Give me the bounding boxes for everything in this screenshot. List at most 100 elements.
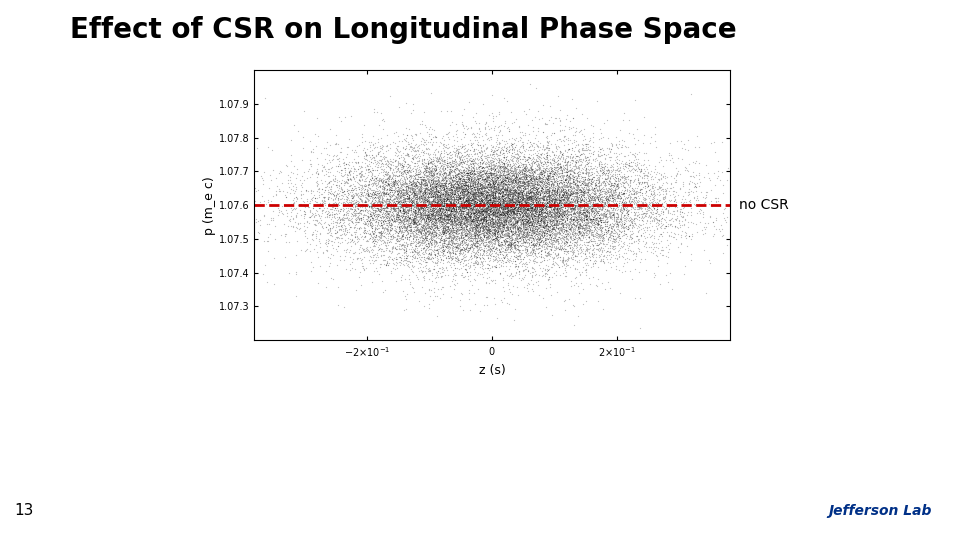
Point — [520, 214, 536, 222]
Point — [556, 172, 571, 181]
Point — [565, 188, 581, 197]
Point — [406, 152, 421, 160]
Point — [530, 184, 545, 192]
Point — [473, 154, 489, 163]
Point — [347, 174, 362, 183]
Point — [420, 230, 436, 238]
Point — [410, 190, 425, 199]
Point — [439, 210, 454, 219]
Point — [507, 222, 522, 231]
Point — [438, 192, 453, 201]
Point — [564, 186, 579, 195]
Point — [395, 171, 410, 180]
Point — [513, 179, 528, 187]
Point — [498, 146, 514, 155]
Point — [474, 190, 490, 198]
Point — [492, 220, 508, 228]
Point — [555, 224, 570, 232]
Point — [492, 127, 508, 136]
Point — [495, 220, 511, 228]
Point — [379, 173, 395, 182]
Point — [547, 249, 563, 258]
Point — [578, 180, 593, 188]
Point — [492, 203, 508, 212]
Point — [566, 215, 582, 224]
Point — [518, 201, 534, 210]
Point — [513, 173, 528, 182]
Point — [585, 230, 600, 239]
Point — [479, 219, 494, 228]
Point — [418, 258, 433, 266]
Point — [415, 211, 430, 220]
Point — [559, 233, 574, 242]
Point — [452, 215, 468, 224]
Point — [504, 197, 519, 205]
Point — [430, 190, 445, 198]
Point — [531, 207, 546, 215]
Point — [510, 214, 525, 222]
Point — [572, 219, 588, 227]
Point — [594, 187, 610, 195]
Point — [510, 191, 525, 199]
Point — [556, 172, 571, 180]
Point — [470, 226, 486, 235]
Point — [428, 163, 444, 172]
Point — [540, 192, 556, 201]
Point — [516, 168, 532, 177]
Point — [542, 183, 558, 192]
Point — [468, 183, 483, 192]
Point — [519, 193, 535, 202]
Point — [471, 211, 487, 220]
Point — [466, 214, 481, 222]
Point — [478, 244, 493, 253]
Point — [487, 182, 502, 191]
Point — [480, 196, 495, 205]
Point — [500, 223, 516, 232]
Point — [441, 219, 456, 227]
Point — [567, 240, 583, 249]
Point — [452, 191, 468, 200]
Point — [500, 199, 516, 207]
Point — [567, 216, 583, 225]
Point — [461, 217, 476, 225]
Point — [672, 215, 687, 224]
Point — [474, 207, 490, 216]
Point — [680, 191, 695, 199]
Point — [516, 212, 531, 220]
Point — [601, 227, 616, 235]
Point — [322, 254, 337, 262]
Point — [427, 180, 443, 189]
Point — [458, 199, 473, 208]
Point — [527, 187, 542, 196]
Point — [559, 201, 574, 210]
Point — [452, 220, 468, 228]
Point — [627, 184, 642, 192]
Point — [557, 188, 572, 197]
Point — [522, 188, 538, 197]
Point — [471, 171, 487, 179]
Point — [621, 197, 636, 205]
Point — [503, 235, 518, 244]
Point — [442, 213, 457, 221]
Point — [388, 206, 403, 215]
Point — [593, 218, 609, 226]
Point — [548, 237, 564, 246]
Point — [503, 199, 518, 207]
Point — [399, 214, 415, 223]
Point — [604, 145, 619, 154]
Point — [442, 202, 457, 211]
Point — [504, 227, 519, 235]
Point — [444, 276, 460, 285]
Point — [468, 188, 484, 197]
Point — [540, 148, 555, 157]
Point — [484, 175, 499, 184]
Point — [415, 197, 430, 205]
Point — [388, 196, 403, 205]
Point — [481, 209, 496, 218]
Point — [506, 200, 521, 208]
Point — [489, 183, 504, 191]
Point — [310, 178, 325, 187]
Point — [499, 124, 515, 132]
Point — [423, 185, 439, 194]
Point — [515, 142, 530, 151]
